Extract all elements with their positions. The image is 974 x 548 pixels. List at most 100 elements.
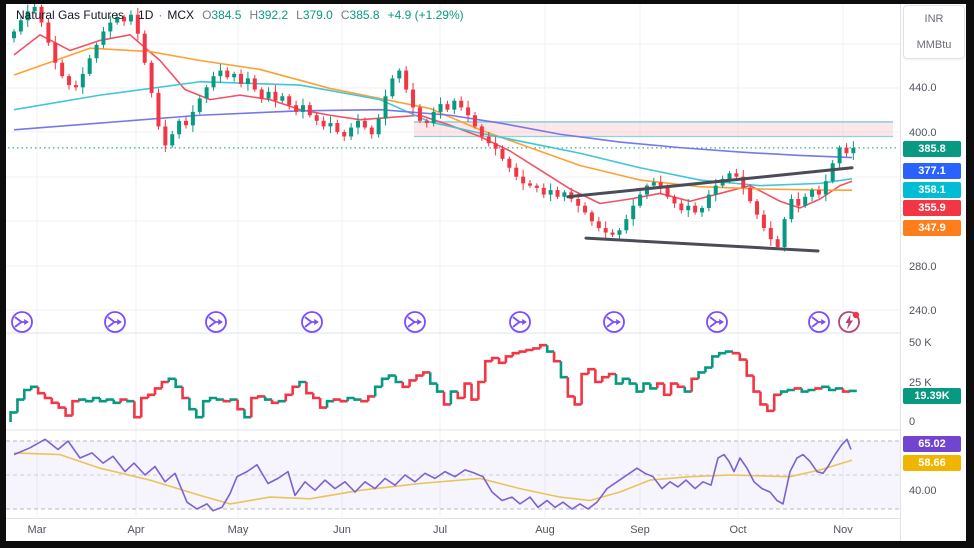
candle-body — [534, 185, 539, 188]
volume-step — [222, 399, 231, 403]
candle-body — [397, 70, 402, 79]
volume-step — [539, 343, 548, 349]
symbol-legend[interactable]: Natural Gas Futures · 1D · MCX O384.5 H392.2 L3… — [16, 8, 464, 22]
volume-step — [346, 396, 355, 402]
candle-body — [823, 181, 828, 195]
contract-rollover-icon[interactable] — [300, 310, 324, 334]
contract-rollover-icon[interactable] — [807, 310, 831, 334]
volume-step — [29, 385, 39, 390]
volume-step — [380, 377, 389, 387]
volume-step — [318, 398, 328, 409]
time-axis-label: Mar — [27, 524, 47, 536]
price-badge: 347.9 — [903, 220, 961, 236]
volume-step — [277, 399, 286, 403]
candle-body — [748, 187, 753, 202]
time-axis-label: Sep — [630, 524, 650, 536]
rsi-ma-line[interactable] — [13, 452, 853, 505]
unit-button[interactable]: MMBtu — [916, 39, 952, 51]
volume-step — [511, 351, 520, 357]
candle-body — [128, 14, 133, 22]
volume-step — [153, 387, 162, 395]
volume-step — [662, 383, 672, 397]
contract-rollover-icon[interactable] — [705, 310, 729, 334]
moving-average-ma-200[interactable] — [13, 108, 853, 159]
unit-selector[interactable]: INR MMBtu — [903, 5, 965, 59]
volume-step — [793, 387, 802, 390]
high-value: 392.2 — [258, 8, 289, 22]
time-axis-label: Jul — [432, 524, 448, 536]
contract-rollover-icon[interactable] — [403, 310, 427, 334]
volume-step — [841, 388, 850, 393]
candle-body — [266, 91, 271, 99]
volume-badge: 19.39K — [903, 388, 961, 404]
open-value: 384.5 — [211, 8, 242, 22]
rsi-line[interactable] — [13, 438, 852, 512]
volume-step — [422, 371, 431, 376]
contract-rollover-icon[interactable] — [204, 310, 228, 334]
volume-step — [23, 388, 32, 400]
candle-body — [438, 104, 443, 112]
contract-rollover-icon[interactable] — [602, 310, 626, 334]
volume-step — [690, 377, 699, 392]
supply-zone[interactable] — [414, 121, 893, 137]
volume-step — [745, 359, 754, 377]
volume-step — [449, 390, 458, 405]
currency-button[interactable]: INR — [924, 13, 944, 25]
volume-step — [311, 393, 321, 400]
time-axis[interactable]: Mar Apr May Jun Jul Aug Sep Oct Nov — [0, 518, 966, 542]
volume-step — [133, 401, 142, 419]
rsi-badge: 58.66 — [903, 455, 961, 471]
candle-body — [273, 91, 278, 101]
candle-body — [830, 163, 835, 182]
candle-body — [177, 120, 182, 135]
volume-step — [442, 391, 451, 406]
candle-body — [390, 78, 395, 97]
candle-body — [700, 207, 704, 213]
candle-body — [466, 107, 471, 116]
volume-step — [704, 366, 713, 373]
interval-label[interactable]: 1D — [138, 8, 154, 22]
volume-step — [463, 382, 472, 398]
volume-step — [759, 391, 768, 406]
open-prefix: O — [202, 8, 212, 22]
volume-step — [731, 351, 740, 355]
candle-body — [94, 44, 99, 59]
volume-step — [394, 375, 403, 384]
low-prefix: L — [296, 8, 303, 22]
volume-step — [628, 378, 637, 385]
symbol-name[interactable]: Natural Gas Futures — [16, 8, 125, 22]
candle-body — [300, 105, 305, 112]
contract-rollover-icon[interactable] — [103, 310, 127, 334]
trendline-upper[interactable] — [566, 166, 854, 199]
candle-body — [18, 20, 23, 32]
candle-body — [12, 31, 16, 39]
trendline-lower[interactable] — [584, 236, 820, 253]
price-axis[interactable]: INR MMBtu 440.0 400.0 280.0 240.0 50 K 25 K 0 4… — [900, 0, 967, 548]
candle-body — [342, 132, 347, 137]
candle-body — [576, 199, 581, 206]
volume-step — [772, 393, 782, 411]
volume-step — [483, 359, 493, 382]
volume-step — [490, 356, 500, 362]
volume-step — [580, 372, 589, 405]
moving-average-ma-50[interactable] — [13, 47, 853, 191]
candle-body — [307, 105, 312, 116]
contract-rollover-icon[interactable] — [508, 310, 532, 334]
volume-tick: 50 K — [909, 337, 932, 349]
candle-body — [108, 22, 113, 32]
volume-tick: 0 — [909, 416, 916, 428]
volume-step — [525, 348, 534, 352]
contract-rollover-icon[interactable] — [10, 310, 34, 334]
candle-body — [500, 148, 505, 159]
candle-body — [631, 205, 636, 220]
volume-step — [139, 396, 149, 418]
candle-body — [589, 212, 594, 222]
candle-body — [617, 230, 622, 235]
alert-event-icon[interactable] — [837, 310, 861, 334]
candle-body — [686, 205, 691, 211]
volume-step — [229, 398, 238, 402]
candle-body — [706, 194, 711, 208]
volume-step — [834, 387, 844, 390]
volume-step — [456, 391, 465, 400]
